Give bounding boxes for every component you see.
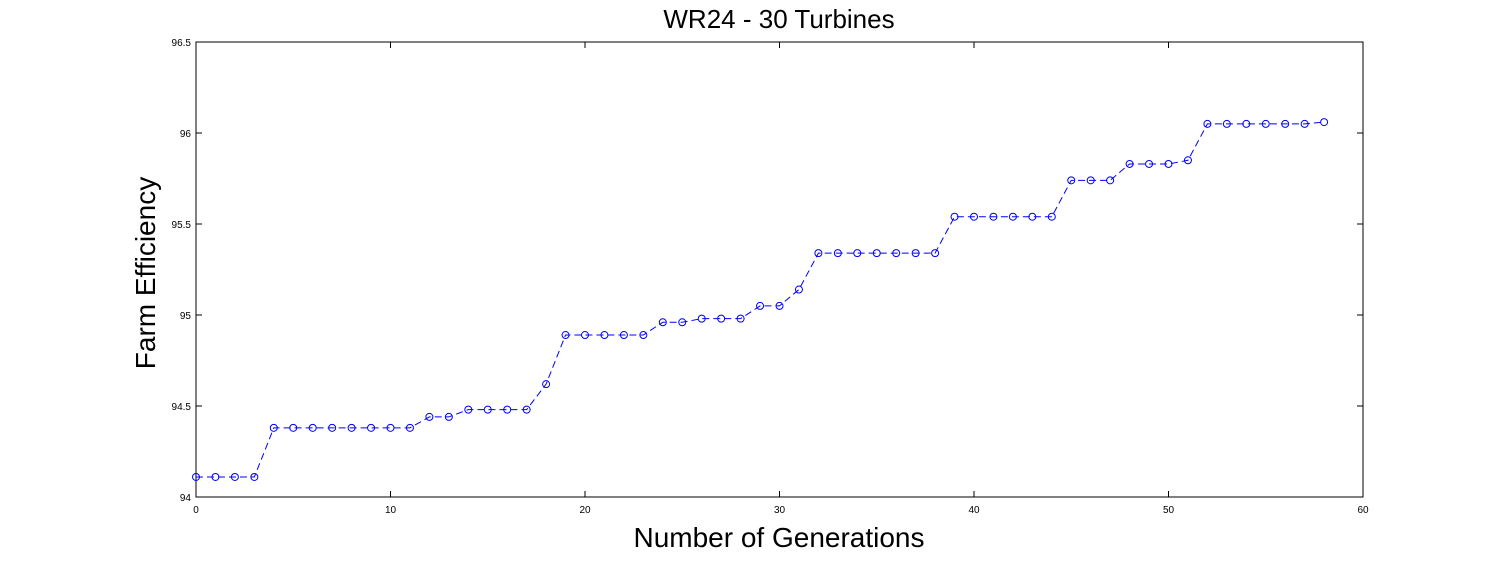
data-point — [619, 331, 628, 340]
x-tick-label: 40 — [968, 505, 980, 516]
data-point — [1067, 176, 1076, 185]
x-tick-label: 10 — [385, 505, 397, 516]
data-point — [1320, 118, 1329, 127]
data-point — [308, 423, 317, 432]
data-point — [911, 249, 920, 258]
data-point — [483, 405, 492, 414]
data-point — [814, 249, 823, 258]
data-point — [269, 423, 278, 432]
data-point — [347, 423, 356, 432]
data-point — [581, 331, 589, 340]
data-point — [1164, 159, 1173, 168]
plot-area — [195, 41, 1364, 498]
data-point — [444, 412, 453, 421]
data-point — [386, 423, 395, 432]
data-point — [211, 472, 220, 481]
data-point — [989, 212, 998, 221]
y-ticks: 94 94.5 95 95.5 96 96.5 — [172, 38, 1363, 504]
x-axis-label: Number of Generations — [633, 522, 924, 553]
data-point — [230, 472, 239, 481]
x-tick-label: 60 — [1357, 505, 1369, 516]
data-point — [1145, 159, 1154, 168]
data-point — [1125, 159, 1134, 168]
y-axis-label: Farm Efficiency — [130, 177, 161, 369]
data-point — [639, 331, 648, 340]
data-point — [1086, 176, 1095, 185]
data-point — [717, 314, 726, 323]
x-tick-label: 30 — [774, 505, 786, 516]
data-point — [367, 423, 376, 432]
data-point — [542, 380, 551, 389]
data-point — [250, 472, 259, 481]
data-point — [1281, 119, 1290, 128]
y-tick-label: 96 — [180, 129, 192, 140]
data-point — [775, 301, 784, 310]
x-tick-label: 20 — [579, 505, 591, 516]
x-tick-label: 0 — [193, 505, 199, 516]
data-point — [970, 212, 978, 221]
y-tick-label: 96.5 — [172, 38, 192, 49]
data-point — [1203, 119, 1212, 128]
data-point — [1183, 156, 1192, 165]
data-point — [756, 301, 765, 310]
data-point — [561, 331, 570, 340]
data-point — [1028, 212, 1037, 221]
data-point — [1300, 119, 1309, 128]
data-point — [697, 314, 706, 323]
chart-title: WR24 - 30 Turbines — [663, 4, 894, 34]
data-point — [931, 249, 940, 258]
x-ticks: 0 10 20 30 40 50 60 — [193, 42, 1369, 516]
data-point — [658, 318, 667, 327]
data-point — [600, 331, 609, 340]
data-point — [892, 249, 901, 258]
series-group — [192, 118, 1329, 481]
data-point — [736, 314, 745, 323]
data-point — [1106, 176, 1115, 185]
data-point — [853, 249, 862, 258]
y-tick-label: 95 — [180, 311, 192, 322]
data-point — [950, 212, 959, 221]
data-point — [503, 405, 512, 414]
data-point — [872, 249, 881, 258]
data-point — [794, 285, 803, 294]
data-point — [464, 405, 473, 414]
data-point — [192, 472, 200, 481]
data-point — [1047, 212, 1056, 221]
data-point — [1008, 212, 1017, 221]
data-point — [405, 423, 414, 432]
data-point — [328, 423, 337, 432]
data-point — [425, 412, 434, 421]
y-tick-label: 94 — [180, 493, 192, 504]
data-point — [1242, 119, 1251, 128]
data-point — [678, 318, 687, 327]
data-point — [522, 405, 531, 414]
data-point — [1261, 119, 1270, 128]
series-line — [196, 121, 1325, 478]
x-tick-label: 50 — [1163, 505, 1175, 516]
y-tick-label: 95.5 — [172, 220, 192, 231]
data-point — [833, 249, 842, 258]
data-point — [289, 423, 298, 432]
data-point — [1222, 119, 1231, 128]
y-tick-label: 94.5 — [172, 402, 192, 413]
